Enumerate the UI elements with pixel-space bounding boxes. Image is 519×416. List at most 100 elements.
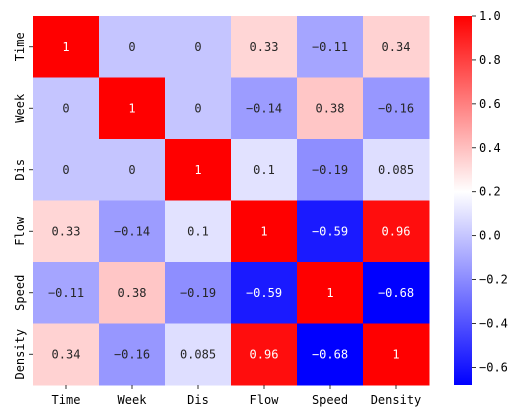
colorbar-tick-label: −0.6 bbox=[479, 360, 508, 374]
cell-value-label: −0.68 bbox=[378, 286, 414, 300]
heatmap-cell bbox=[165, 200, 232, 263]
heatmap-cell bbox=[33, 262, 100, 324]
cell-value-label: 0.085 bbox=[378, 163, 414, 177]
heatmap-cell bbox=[297, 200, 364, 263]
heatmap-cell bbox=[33, 200, 100, 263]
cell-value-label: 0.33 bbox=[52, 224, 81, 238]
heatmap-cell bbox=[99, 200, 166, 263]
heatmap-cell bbox=[165, 77, 232, 140]
heatmap-cell bbox=[165, 139, 232, 201]
cell-value-label: 0.38 bbox=[316, 101, 345, 115]
cell-value-label: 1 bbox=[326, 286, 333, 300]
x-axis: Time Week Dis Flow Speed Density bbox=[52, 385, 422, 407]
heatmap-cell bbox=[231, 77, 298, 140]
cell-value-label: −0.19 bbox=[312, 163, 348, 177]
heatmap-cell bbox=[231, 139, 298, 201]
cell-value-label: 0 bbox=[128, 40, 135, 54]
heatmap-cell bbox=[231, 16, 298, 78]
cell-value-label: −0.11 bbox=[312, 40, 348, 54]
heatmap-cell bbox=[165, 323, 232, 386]
heatmap-cell bbox=[99, 323, 166, 386]
heatmap-cell bbox=[363, 16, 430, 78]
cell-value-label: 0.1 bbox=[253, 163, 275, 177]
cell-value-label: −0.16 bbox=[114, 347, 150, 361]
heatmap-cell bbox=[33, 16, 100, 78]
cell-value-label: −0.16 bbox=[378, 101, 414, 115]
heatmap-cell bbox=[297, 323, 364, 386]
x-tick-label: Flow bbox=[250, 393, 280, 407]
heatmap-cell bbox=[165, 262, 232, 324]
heatmap-cell-labels: 1 0 0 0.33 −0.11 0.34 0 1 0 −0.14 0.38 −0.16 0 0 1 0.1 −… bbox=[48, 40, 414, 362]
cell-value-label: 0.33 bbox=[250, 40, 279, 54]
colorbar-tick-label: 0.4 bbox=[479, 141, 501, 155]
cell-value-label: 0 bbox=[62, 163, 69, 177]
heatmap-cells bbox=[33, 16, 430, 386]
heatmap-cell bbox=[363, 77, 430, 140]
x-tick-label: Time bbox=[52, 393, 81, 407]
colorbar-tick-label: 0.8 bbox=[479, 53, 501, 67]
heatmap-cell bbox=[99, 77, 166, 140]
colorbar-gradient bbox=[454, 16, 472, 385]
y-tick-label: Flow bbox=[13, 216, 27, 246]
cell-value-label: 0.34 bbox=[382, 40, 411, 54]
colorbar-tick-label: 0.6 bbox=[479, 97, 501, 111]
heatmap-cell bbox=[99, 262, 166, 324]
y-tick-label: Time bbox=[13, 32, 27, 61]
heatmap-cell bbox=[297, 16, 364, 78]
x-tick-label: Dis bbox=[187, 393, 209, 407]
y-tick-label: Week bbox=[13, 93, 27, 123]
y-tick-label: Dis bbox=[13, 159, 27, 181]
colorbar-tick-label: −0.4 bbox=[479, 317, 508, 331]
cell-value-label: 1 bbox=[128, 101, 135, 115]
cell-value-label: 0.96 bbox=[250, 347, 279, 361]
heatmap-cell bbox=[297, 77, 364, 140]
y-tick-label: Speed bbox=[13, 275, 27, 311]
x-tick-label: Week bbox=[118, 393, 148, 407]
heatmap-cell bbox=[33, 323, 100, 386]
cell-value-label: 0 bbox=[194, 101, 201, 115]
heatmap-cell bbox=[231, 323, 298, 386]
x-tick-label: Speed bbox=[312, 393, 348, 407]
cell-value-label: 0.085 bbox=[180, 347, 216, 361]
cell-value-label: 1 bbox=[392, 347, 399, 361]
cell-value-label: 0.1 bbox=[187, 224, 209, 238]
colorbar: 1.0 0.8 0.6 0.4 0.2 0.0 −0.2 −0.4 −0.6 bbox=[454, 9, 508, 385]
colorbar-tick-label: 0.0 bbox=[479, 229, 501, 243]
x-tick-label: Density bbox=[371, 393, 422, 407]
cell-value-label: 1 bbox=[260, 224, 267, 238]
heatmap-cell bbox=[99, 139, 166, 201]
colorbar-tick-label: −0.2 bbox=[479, 273, 508, 287]
heatmap-cell bbox=[231, 200, 298, 263]
cell-value-label: −0.19 bbox=[180, 286, 216, 300]
cell-value-label: 0 bbox=[62, 101, 69, 115]
heatmap-cell bbox=[363, 200, 430, 263]
heatmap-cell bbox=[33, 139, 100, 201]
cell-value-label: −0.14 bbox=[114, 224, 150, 238]
cell-value-label: −0.14 bbox=[246, 101, 282, 115]
y-tick-label: Density bbox=[13, 329, 27, 380]
heatmap-cell bbox=[99, 16, 166, 78]
heatmap-cell bbox=[297, 262, 364, 324]
heatmap-cell bbox=[33, 77, 100, 140]
heatmap-cell bbox=[363, 139, 430, 201]
heatmap-cell bbox=[297, 139, 364, 201]
heatmap-cell bbox=[363, 323, 430, 386]
cell-value-label: 1 bbox=[194, 163, 201, 177]
heatmap-cell bbox=[165, 16, 232, 78]
heatmap-cell bbox=[231, 262, 298, 324]
heatmap-cell bbox=[363, 262, 430, 324]
cell-value-label: −0.11 bbox=[48, 286, 84, 300]
cell-value-label: 0 bbox=[194, 40, 201, 54]
colorbar-tick-label: 1.0 bbox=[479, 9, 501, 23]
y-axis: Time Week Dis Flow Speed Density bbox=[13, 32, 33, 380]
cell-value-label: −0.59 bbox=[312, 224, 348, 238]
colorbar-tick-label: 0.2 bbox=[479, 185, 501, 199]
cell-value-label: 0.34 bbox=[52, 347, 81, 361]
cell-value-label: 1 bbox=[62, 40, 69, 54]
cell-value-label: −0.68 bbox=[312, 347, 348, 361]
cell-value-label: 0 bbox=[128, 163, 135, 177]
cell-value-label: 0.96 bbox=[382, 224, 411, 238]
cell-value-label: 0.38 bbox=[118, 286, 147, 300]
cell-value-label: −0.59 bbox=[246, 286, 282, 300]
